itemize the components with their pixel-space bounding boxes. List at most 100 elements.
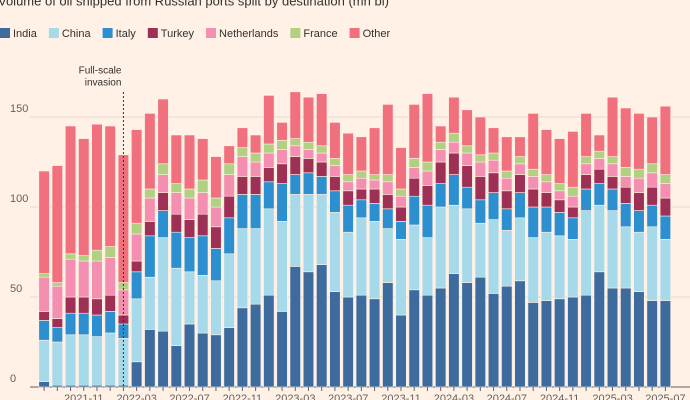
bar-segment [210,206,222,228]
bar-segment [580,294,592,388]
bar-segment [567,186,579,197]
legend-label: Turkey [161,28,195,40]
bar-segment [38,273,50,278]
bar-segment [236,176,248,195]
bar-segment [157,98,169,165]
bar-segment [131,271,143,300]
bar-segment [474,199,486,224]
bar-segment [633,231,645,292]
legend-swatch [0,28,10,38]
bar-segment [448,204,460,274]
bar-segment [38,339,50,382]
bar-segment [421,170,434,186]
bar-segment [342,132,354,175]
bar-segment [38,170,50,274]
bar-segment [593,183,605,206]
bar-segment [250,176,262,195]
bar-segment [580,210,592,296]
bar-segment [223,163,235,175]
bar-segment [316,264,328,388]
bar-segment [514,192,526,219]
bar-segment [382,194,394,210]
bar-segment [435,287,447,388]
bar-segment [448,152,460,175]
legend-swatch [147,28,158,38]
bar-segment [51,327,63,343]
bar-segment [580,156,592,165]
bar-segment [659,239,671,301]
bar-segment [540,300,553,388]
bar-segment [527,168,539,177]
bar-segment [408,195,420,226]
bar-segment [329,122,341,159]
bar-segment [197,275,209,334]
bar-segment [78,138,90,256]
bar-segment [395,188,407,197]
bar-segment [302,172,315,195]
bar-segment [659,300,671,388]
bar-segment [302,271,315,388]
bar-segment [474,276,486,388]
bar-segment [448,141,460,154]
bar-segment [395,147,407,190]
bar-segment [183,323,196,388]
legend-label: France [303,28,337,40]
bar-segment [620,287,632,388]
bar-segment [646,186,658,206]
bar-segment [567,195,579,208]
bar-segment [355,170,367,179]
bar-segment [170,192,182,215]
bar-segment [421,237,434,296]
x-tick-label: 2024-03 [434,393,474,400]
bar-segment [342,174,354,183]
bar-segment [408,167,420,179]
bar-segment [131,233,143,262]
bar-segment [342,190,354,206]
bar-segment [514,174,526,193]
bar-segment [316,194,328,265]
bar-segment [540,231,553,301]
bar-segment [659,215,671,240]
bar-segment [620,176,632,188]
x-tick-label: 2022-11 [223,393,263,400]
bar-segment [131,129,143,224]
bar-segment [329,212,341,292]
bar-segment [210,248,222,282]
bar-segment [91,260,103,300]
bar-segment [368,188,381,204]
bar-segment [448,96,460,134]
bar-segment [78,260,90,298]
bar-segment [540,174,553,183]
bar-segment [78,334,90,386]
bar-segment [382,181,394,195]
bar-segment [170,183,182,193]
bar-segment [355,136,367,172]
bar-segment [368,127,381,175]
bar-segment [51,318,63,328]
bar-segment [646,116,658,165]
bar-segment [501,208,513,231]
bar-segment [659,183,671,199]
bar-segment [593,134,605,152]
bar-segment [606,210,619,289]
bar-segment [421,294,434,388]
bar-segment [606,96,619,157]
bar-segment [38,311,50,321]
bar-segment [144,113,156,190]
bar-segment [435,141,447,150]
bar-segment [355,177,367,190]
bar-segment [606,287,619,388]
x-tick-label: 2024-11 [540,393,580,400]
bar-segment [382,104,394,175]
bar-segment [289,138,301,147]
bar-segment [183,271,196,325]
bar-segment [659,174,671,184]
bar-segment [289,156,301,175]
bar-segment [276,140,288,150]
bar-segment [368,174,381,181]
bar-segment [382,174,394,183]
bar-segment [276,149,288,165]
bar-segment [514,136,526,157]
bar-segment [554,199,566,213]
